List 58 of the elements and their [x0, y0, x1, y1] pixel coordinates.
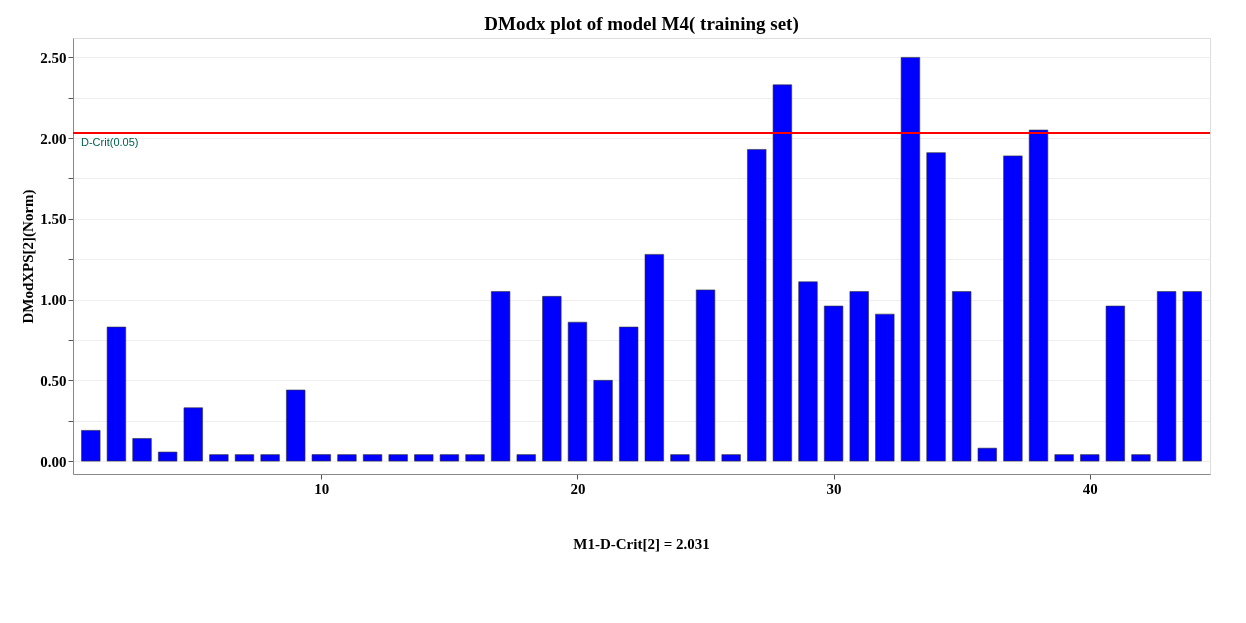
bar [721, 454, 741, 462]
bar [1028, 129, 1049, 462]
bar [465, 454, 485, 462]
bar [516, 454, 536, 462]
bar [491, 291, 511, 462]
bar [362, 454, 383, 462]
bar [1080, 454, 1100, 462]
y-axis-title: DModXPS[2](Norm) [20, 189, 38, 324]
bar [311, 454, 331, 462]
bar [81, 430, 101, 462]
bar [209, 454, 229, 462]
bar [132, 438, 152, 462]
bar [1054, 454, 1074, 462]
x-tick-label: 40 [1082, 480, 1098, 497]
bar [542, 296, 562, 462]
y-tick-label: 2.00 [40, 130, 67, 147]
bar [824, 305, 844, 462]
bar [875, 313, 895, 462]
bar [1105, 305, 1125, 462]
bar [695, 289, 716, 462]
ref-line-label: D-Crit(0.05) [81, 136, 139, 149]
bar [158, 451, 178, 462]
bar [337, 454, 357, 462]
bar [619, 326, 639, 462]
bar [1131, 454, 1151, 462]
chart-title: DModx plot of model M4( training set) [484, 13, 799, 35]
bar [900, 57, 921, 462]
bar [234, 454, 255, 462]
y-tick-label: 0.50 [40, 372, 67, 389]
y-tick-label: 2.50 [40, 49, 67, 66]
bar [1182, 291, 1202, 462]
bar [1156, 291, 1177, 462]
bar [286, 389, 306, 462]
bar [414, 454, 434, 462]
y-tick-label: 1.00 [40, 292, 67, 309]
bar [644, 254, 664, 462]
bar [106, 326, 127, 462]
bar [183, 407, 203, 462]
y-tick-label: 1.50 [40, 211, 67, 228]
bar [670, 454, 690, 462]
x-tick-label: 20 [570, 480, 586, 497]
x-tick-label: 30 [826, 480, 842, 497]
y-tick-label: 0.00 [40, 453, 67, 470]
bar [439, 454, 459, 462]
bar [926, 152, 946, 462]
bar [772, 84, 792, 462]
bar [593, 380, 613, 462]
bar [747, 149, 767, 462]
x-tick-label: 10 [314, 480, 330, 497]
bar [567, 321, 588, 462]
bar [977, 447, 997, 462]
bar [388, 454, 408, 462]
text: M1-D-Crit[2] = 2.031 [573, 536, 710, 552]
bar [952, 291, 972, 462]
bar [1003, 155, 1023, 462]
bar [798, 281, 818, 462]
bar [849, 291, 869, 462]
bar [260, 454, 280, 462]
